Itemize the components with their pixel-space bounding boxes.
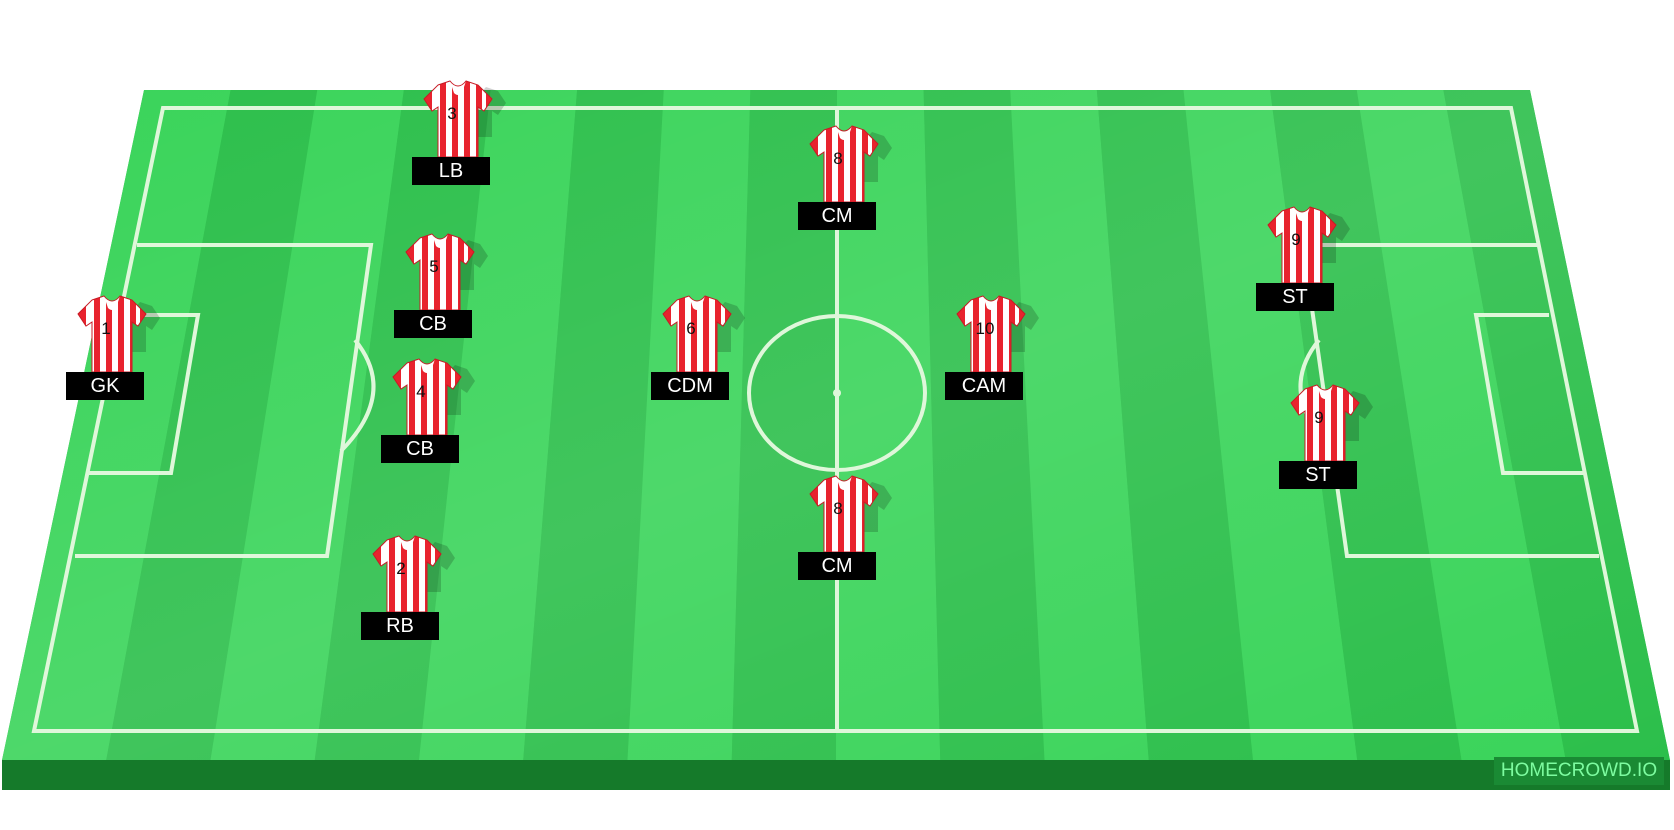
player-number: 3 (447, 104, 457, 123)
player-number: 10 (975, 319, 995, 338)
player-position-label: CB (381, 435, 459, 463)
player-position-label: CB (394, 310, 472, 338)
player-position-label: CAM (945, 372, 1023, 400)
player-position-label: CDM (651, 372, 729, 400)
centre-circle (747, 314, 927, 472)
player-rb[interactable]: 2 RB (345, 532, 455, 652)
player-position-label: GK (66, 372, 144, 400)
touchline (31, 106, 1640, 733)
player-cam[interactable]: 10 CAM (929, 292, 1039, 412)
player-position-label: LB (412, 157, 490, 185)
player-number: 1 (101, 319, 111, 338)
player-position-label: CM (798, 552, 876, 580)
player-number: 8 (833, 149, 843, 168)
player-number: 4 (416, 382, 426, 401)
player-position-label: RB (361, 612, 439, 640)
player-number: 9 (1314, 408, 1324, 427)
player-number: 8 (833, 499, 843, 518)
player-cdm[interactable]: 6 CDM (635, 292, 745, 412)
player-cb-bottom[interactable]: 4 CB (365, 355, 475, 475)
player-number: 6 (686, 319, 696, 338)
left-penalty-arc (339, 338, 376, 453)
pitch-lines (31, 106, 1640, 733)
right-goal-box (1473, 313, 1584, 475)
player-gk[interactable]: 1 GK (50, 292, 160, 412)
pitch-front-edge (2, 760, 1670, 790)
player-number: 2 (396, 559, 406, 578)
player-number: 5 (429, 257, 439, 276)
player-position-label: ST (1256, 283, 1334, 311)
player-cm-bottom[interactable]: 8 CM (782, 472, 892, 592)
player-lb[interactable]: 3 LB (396, 77, 506, 197)
player-st-bottom[interactable]: 9 ST (1263, 381, 1373, 501)
player-cm-top[interactable]: 8 CM (782, 122, 892, 242)
homecrowd-watermark[interactable]: HOMECROWD.IO (1494, 757, 1664, 785)
centre-spot (833, 389, 841, 397)
player-cb-top[interactable]: 5 CB (378, 230, 488, 350)
player-position-label: CM (798, 202, 876, 230)
left-penalty-box (75, 243, 374, 558)
player-st-top[interactable]: 9 ST (1240, 203, 1350, 323)
player-position-label: ST (1279, 461, 1357, 489)
player-number: 9 (1291, 230, 1301, 249)
